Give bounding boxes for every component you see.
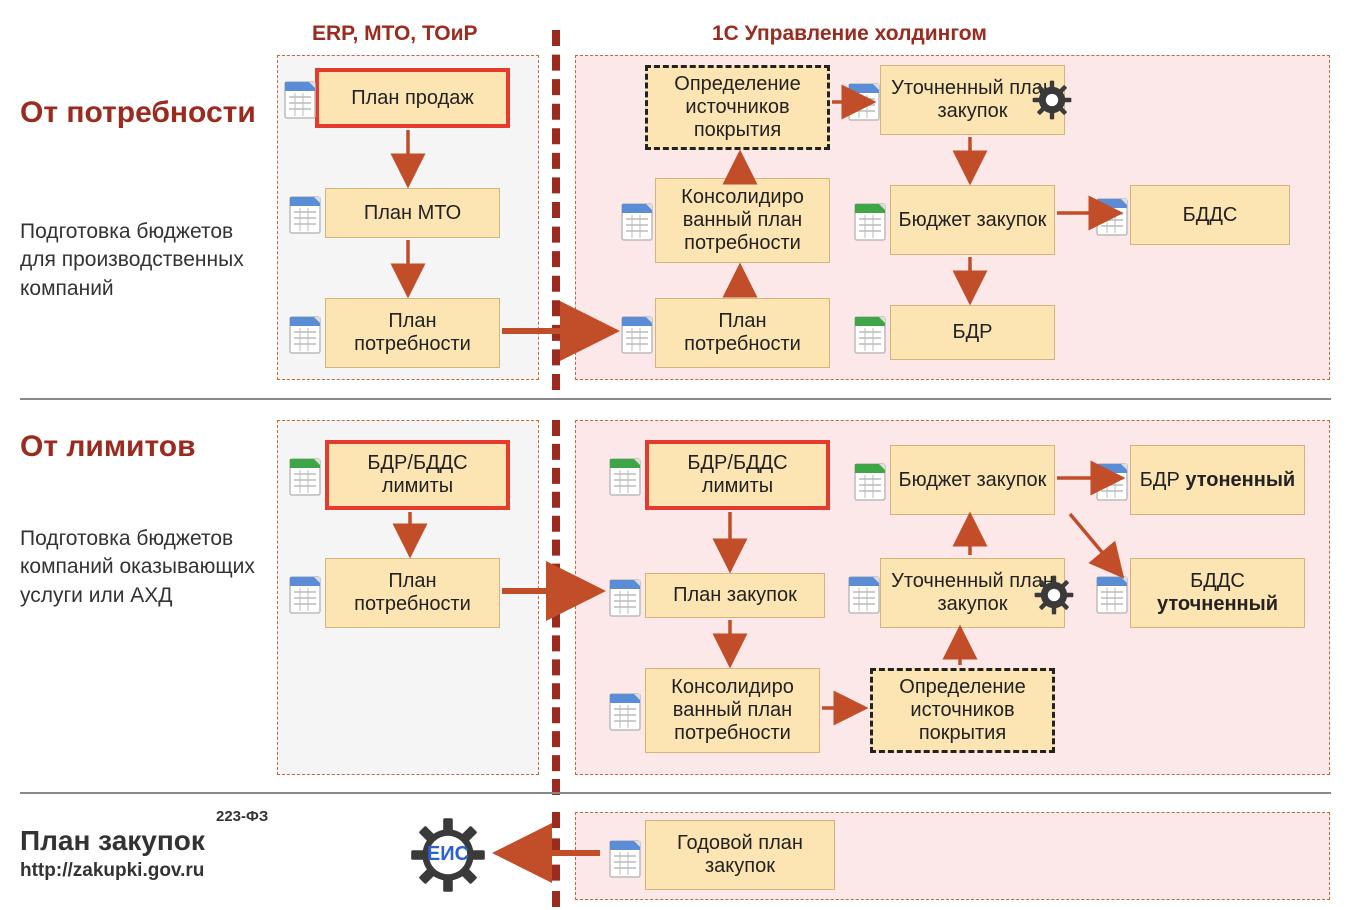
doc-icon	[620, 311, 656, 355]
doc-icon	[847, 571, 883, 615]
doc-icon	[853, 198, 889, 242]
doc-icon	[1095, 193, 1131, 237]
node-label-n2: План МТО	[360, 200, 465, 227]
hline-2	[20, 792, 1331, 794]
node-m2: План потребности	[325, 558, 500, 628]
sec1-title: От потребности	[20, 95, 260, 131]
footer-sup: 223-ФЗ	[216, 808, 268, 825]
node-m1: БДР/БДДС лимиты	[325, 440, 510, 510]
node-n4: Определение источников покрытия	[645, 65, 830, 150]
node-m10: Определение источников покрытия	[870, 668, 1055, 753]
node-label-n1: План продаж	[347, 85, 478, 112]
doc-icon	[853, 311, 889, 355]
node-m5: БДР утоненный	[1130, 445, 1305, 515]
node-m4: Бюджет закупок	[890, 445, 1055, 515]
node-label-n7: Бюджет закупок	[895, 207, 1051, 234]
doc-icon	[608, 688, 644, 732]
gear-icon	[1032, 573, 1076, 617]
vertical-dash-1	[552, 30, 560, 390]
doc-icon	[288, 571, 324, 615]
vertical-dash-2	[552, 420, 560, 795]
node-n1: План продаж	[315, 68, 510, 128]
eis-label: ЕИС	[408, 843, 488, 866]
doc-icon	[1095, 571, 1131, 615]
footer-url: http://zakupki.gov.ru	[20, 860, 204, 882]
node-label-m6: План закупок	[669, 582, 801, 609]
node-label-n4: Определение источников покрытия	[648, 71, 827, 144]
node-n7: Бюджет закупок	[890, 185, 1055, 255]
doc-icon	[853, 458, 889, 502]
doc-icon	[288, 453, 324, 497]
doc-icon	[608, 835, 644, 879]
node-n3: План потребности	[325, 298, 500, 368]
node-n2: План МТО	[325, 188, 500, 238]
node-label-n8: БДДС	[1179, 202, 1242, 229]
hline-1	[20, 398, 1331, 400]
node-label-n10: БДР	[948, 319, 996, 346]
node-n9: План потребности	[655, 298, 830, 368]
node-n8: БДДС	[1130, 185, 1290, 245]
node-m9: Консолидиро​ванный план потребности	[645, 668, 820, 753]
doc-icon	[288, 191, 324, 235]
node-label-m3: БДР/БДДС лимиты	[649, 450, 826, 500]
node-label-m1: БДР/БДДС лимиты	[329, 450, 506, 500]
header-left: ERP, МТО, ТОиР	[312, 22, 478, 46]
node-label-m10: Определение источников покрытия	[873, 674, 1052, 747]
node-label-m2: План потребности	[326, 568, 499, 618]
node-label-m9: Консолидиро​ванный план потребности	[646, 674, 819, 747]
footer-title: План закупок	[20, 825, 205, 857]
node-n6: Консолидиро​ванный план потребности	[655, 178, 830, 263]
node-m6: План закупок	[645, 573, 825, 618]
node-label-n3: План потребности	[326, 308, 499, 358]
doc-icon	[608, 453, 644, 497]
eis-gear-icon: ЕИС	[408, 815, 488, 895]
node-label-n9: План потребности	[656, 308, 829, 358]
doc-icon	[1095, 458, 1131, 502]
node-m8: БДДС уточненный	[1130, 558, 1305, 628]
node-p1: Годовой план закупок	[645, 820, 835, 890]
node-label-m8: БДДС уточненный	[1131, 568, 1304, 618]
doc-icon	[288, 311, 324, 355]
node-label-p1: Годовой план закупок	[646, 830, 834, 880]
doc-icon	[847, 78, 883, 122]
sec2-title: От лимитов	[20, 430, 196, 464]
sec1-subtitle: Подготовка бюджетов для производствен​ны…	[20, 218, 260, 303]
node-n10: БДР	[890, 305, 1055, 360]
node-label-m4: Бюджет закупок	[895, 467, 1051, 494]
header-right: 1С Управление холдингом	[712, 22, 987, 46]
sec2-subtitle: Подготовка бюджетов компаний оказывающих…	[20, 525, 260, 610]
node-m3: БДР/БДДС лимиты	[645, 440, 830, 510]
node-label-n6: Консолидиро​ванный план потребности	[656, 184, 829, 257]
doc-icon	[620, 198, 656, 242]
doc-icon	[283, 76, 319, 120]
gear-icon	[1030, 78, 1074, 122]
vertical-dash-3	[552, 812, 560, 907]
doc-icon	[608, 574, 644, 618]
node-label-m5: БДР утоненный	[1136, 467, 1299, 494]
